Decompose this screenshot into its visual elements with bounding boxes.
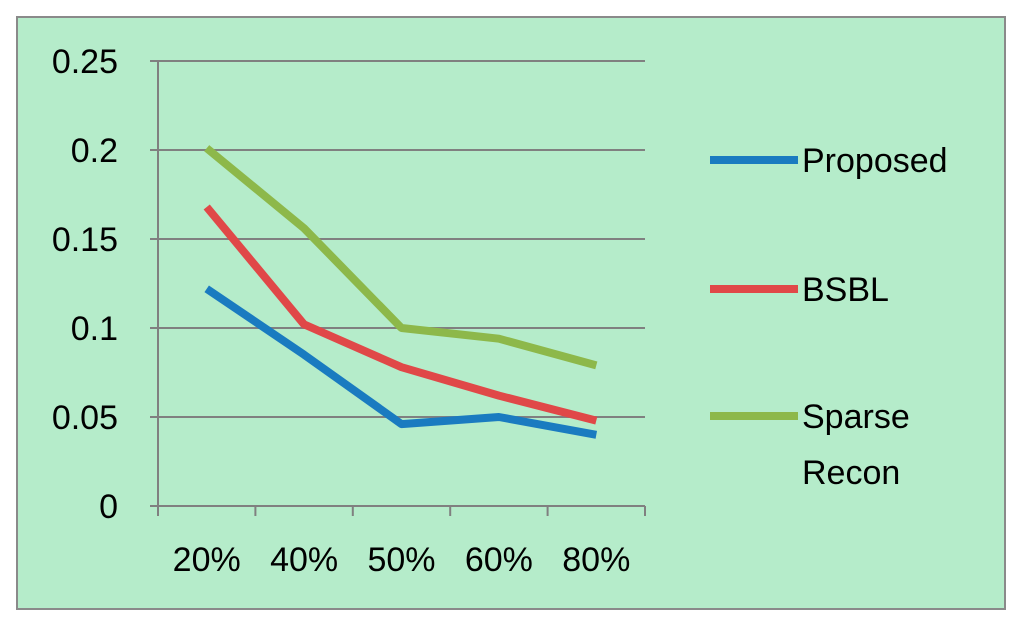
legend-label: Sparse [802,398,910,436]
x-tick-label: 80% [562,541,630,579]
series-line-proposed [204,285,598,439]
y-tick-label: 0.2 [71,132,118,170]
chart-frame: 0 0.05 0.1 0.15 0.2 0.25 20% 40% 50% 60% 80% Propo… [16,16,1006,610]
y-tick-label: 0.05 [52,399,118,437]
chart-background [18,18,1004,608]
legend-label: BSBL [802,271,889,309]
legend-label: Proposed [802,142,948,180]
legend: Proposed BSBL Sparse Recon [710,142,948,492]
series-line-sparse-recon [204,145,598,370]
axes: 0 0.05 0.1 0.15 0.2 0.25 20% 40% 50% 60% 80% [52,43,646,579]
x-tick-label: 20% [173,541,241,579]
series-line-bsbl [203,204,598,425]
x-tick-label: 40% [270,541,338,579]
x-tick-label: 60% [465,541,533,579]
y-tick-label: 0.25 [52,43,118,81]
y-tick-label: 0.1 [71,310,118,348]
y-tick-label: 0 [99,488,118,526]
legend-label: Recon [802,454,900,492]
line-chart: 0 0.05 0.1 0.15 0.2 0.25 20% 40% 50% 60% 80% Propo… [18,18,1004,608]
x-tick-label: 50% [367,541,435,579]
y-tick-label: 0.15 [52,221,118,259]
series-lines [203,145,598,439]
